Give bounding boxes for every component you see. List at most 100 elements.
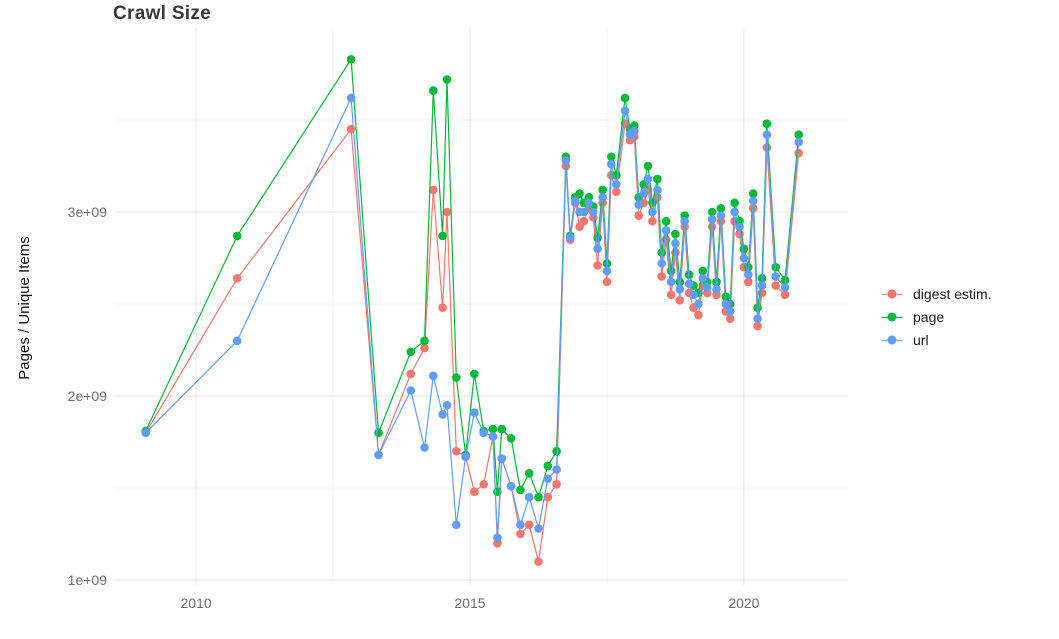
x-tick-label: 2010: [181, 595, 212, 611]
legend-key-url-icon: [880, 332, 904, 348]
data-point-url: [671, 239, 680, 248]
data-point-url: [429, 371, 438, 381]
data-point-page: [780, 275, 790, 285]
data-point-digest: [524, 520, 534, 530]
data-point-url: [561, 156, 571, 165]
data-point-page: [598, 185, 607, 195]
data-point-url: [497, 454, 507, 463]
data-point-page: [607, 152, 616, 162]
data-point-url: [757, 281, 767, 290]
data-point-url: [794, 137, 803, 147]
legend-label-digest: digest estim.: [913, 286, 992, 302]
data-point-url: [593, 244, 602, 254]
data-point-page: [452, 373, 461, 382]
data-point-digest: [516, 529, 525, 539]
data-point-url: [630, 126, 639, 136]
data-point-digest: [602, 277, 612, 287]
data-point-digest: [232, 274, 242, 283]
data-point-page: [653, 174, 662, 184]
data-point-page: [346, 55, 356, 64]
data-point-url: [739, 253, 749, 263]
data-point-url: [661, 226, 671, 235]
data-point-url: [716, 211, 726, 220]
data-point-url: [698, 274, 708, 283]
data-point-digest: [470, 487, 479, 497]
data-point-url: [589, 207, 598, 217]
legend-label-url: url: [913, 332, 929, 348]
data-point-url: [666, 277, 676, 287]
data-point-digest: [429, 185, 438, 195]
y-tick-label: 2e+09: [68, 388, 108, 404]
data-point-url: [730, 207, 739, 217]
data-point-page: [666, 266, 676, 276]
data-point-digest: [420, 343, 429, 353]
data-point-digest: [648, 216, 657, 226]
legend: digest estim. page url: [880, 286, 992, 348]
legend-key-digest-icon: [880, 286, 904, 302]
data-point-digest: [543, 492, 553, 502]
data-point-page: [716, 204, 726, 213]
data-point-page: [593, 233, 602, 243]
data-point-digest: [694, 310, 703, 320]
data-point-url: [675, 285, 685, 294]
data-point-page: [438, 231, 447, 241]
x-tick-label: 2020: [728, 595, 759, 611]
data-point-page: [516, 485, 525, 495]
data-point-url: [406, 386, 416, 395]
data-point-digest: [612, 187, 621, 197]
data-point-page: [643, 161, 653, 171]
data-point-page: [707, 207, 717, 217]
data-point-url: [680, 216, 689, 226]
y-tick-label: 1e+09: [68, 572, 108, 588]
data-point-digest: [657, 272, 666, 281]
data-point-url: [602, 266, 612, 276]
data-point-page: [429, 86, 438, 95]
data-point-url: [689, 290, 698, 300]
data-point-digest: [442, 207, 452, 217]
data-point-url: [579, 207, 589, 217]
data-point-url: [552, 465, 561, 474]
data-point-url: [721, 299, 731, 309]
data-point-url: [607, 159, 616, 169]
data-point-url: [534, 524, 543, 533]
data-point-url: [702, 283, 712, 292]
data-point-url: [493, 533, 502, 542]
data-point-page: [730, 198, 739, 208]
data-point-page: [442, 75, 452, 84]
data-point-digest: [438, 303, 447, 313]
data-point-digest: [675, 296, 685, 305]
data-point-page: [497, 424, 507, 434]
data-point-page: [739, 244, 749, 254]
data-point-url: [780, 283, 790, 292]
data-point-digest: [744, 277, 753, 287]
legend-dot-swatch: [887, 312, 897, 322]
data-point-url: [735, 222, 744, 231]
data-point-digest: [593, 261, 602, 270]
data-point-url: [524, 492, 534, 502]
data-point-digest: [780, 290, 790, 300]
data-point-url: [639, 189, 648, 198]
data-point-url: [488, 432, 498, 441]
data-point-url: [584, 198, 594, 208]
legend-item-page: page: [880, 309, 992, 325]
data-point-page: [406, 347, 416, 357]
data-point-url: [694, 299, 703, 309]
data-point-url: [420, 443, 429, 452]
data-point-url: [653, 185, 662, 195]
data-point-digest: [725, 314, 735, 324]
data-point-digest: [794, 148, 803, 158]
data-point-url: [725, 307, 735, 316]
data-point-url: [634, 200, 643, 209]
data-point-url: [438, 410, 447, 419]
data-point-page: [684, 270, 694, 279]
data-point-url: [744, 270, 753, 279]
data-point-url: [232, 336, 242, 346]
data-point-page: [488, 424, 498, 434]
data-point-digest: [406, 369, 416, 379]
data-point-digest: [771, 281, 780, 290]
data-point-url: [762, 130, 772, 139]
data-point-digest: [452, 446, 461, 456]
data-point-page: [698, 266, 708, 276]
data-point-page: [748, 189, 758, 198]
